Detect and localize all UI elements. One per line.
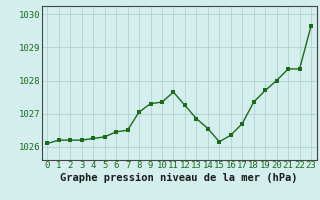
X-axis label: Graphe pression niveau de la mer (hPa): Graphe pression niveau de la mer (hPa) (60, 173, 298, 183)
